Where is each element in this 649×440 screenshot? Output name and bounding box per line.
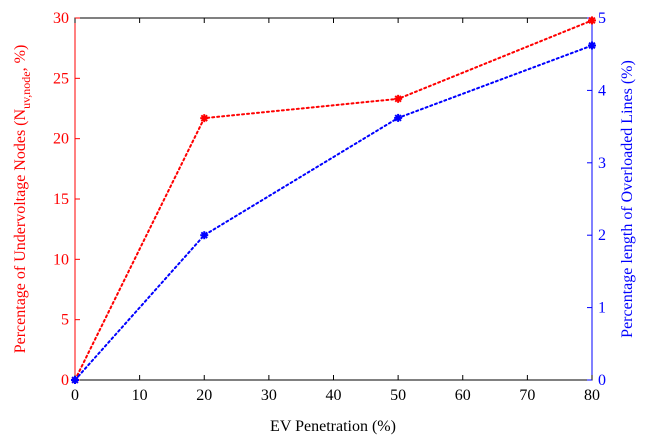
x-tick-label: 20 [196, 387, 212, 404]
x-tick-label: 70 [519, 387, 535, 404]
left-axis-series-point [394, 94, 403, 103]
right-y-tick-label: 4 [598, 82, 606, 99]
left-axis-series-line [74, 19, 593, 381]
right-y-axis-ticks: 0 1 2 3 4 5 [587, 10, 606, 389]
right-axis-series [71, 41, 596, 384]
left-y-tick-label: 0 [61, 372, 69, 389]
x-tick-label: 10 [132, 387, 148, 404]
series-layer [71, 16, 596, 384]
x-axis-ticks: 0 10 20 30 40 50 60 70 80 [71, 18, 600, 404]
left-y-axis-ticks: 0 5 10 15 20 25 30 [53, 10, 80, 389]
x-tick-label: 40 [326, 387, 342, 404]
right-y-tick-label: 0 [598, 372, 606, 389]
x-tick-label: 50 [390, 387, 406, 404]
left-axis-series-point [200, 114, 209, 123]
left-y-tick-label: 30 [53, 10, 69, 27]
right-y-tick-label: 3 [598, 155, 606, 172]
x-tick-label: 80 [584, 387, 600, 404]
left-y-tick-label: 20 [53, 131, 69, 148]
right-axis-series-point [588, 41, 596, 50]
left-y-axis-label-prefix: Percentage of Undervoltage Nodes (N [12, 108, 29, 353]
right-y-tick-label: 5 [598, 10, 606, 27]
left-y-tick-label: 15 [53, 191, 69, 208]
right-y-axis-label: Percentage length of Overloaded Lines (%… [619, 60, 636, 338]
left-y-tick-label: 25 [53, 70, 69, 87]
right-y-tick-label: 2 [598, 227, 606, 244]
left-axis-series-point [588, 16, 596, 25]
right-axis-series-line [74, 44, 593, 381]
x-axis-label: EV Penetration (%) [270, 418, 396, 435]
left-y-tick-label: 10 [53, 251, 69, 268]
left-y-tick-label: 5 [61, 312, 69, 329]
plot-area [74, 17, 593, 381]
right-y-tick-label: 1 [598, 300, 606, 317]
left-y-axis-label: Percentage of Undervoltage Nodes (Nuv,no… [12, 45, 33, 354]
right-axis-series-point [200, 231, 209, 240]
left-y-axis-label-subscript: uv,node [19, 71, 33, 109]
right-axis-series-point [394, 113, 403, 122]
x-tick-label: 0 [71, 387, 79, 404]
x-tick-label: 30 [261, 387, 277, 404]
right-axis-series-point [71, 376, 79, 384]
x-tick-label: 60 [455, 387, 471, 404]
left-y-axis-label-suffix: , %) [12, 45, 29, 72]
